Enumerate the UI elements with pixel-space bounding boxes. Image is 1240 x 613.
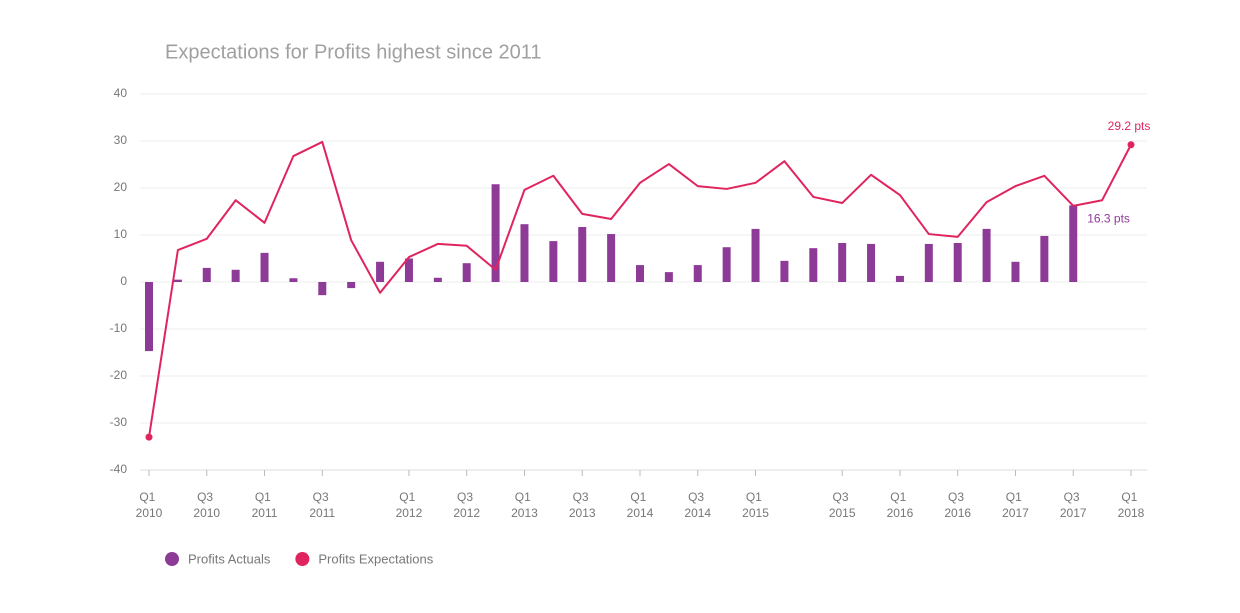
x-tick-label: Q3 2010 [193,490,220,520]
y-tick-label: 40 [114,86,128,100]
bar [202,267,211,282]
y-tick-label: -10 [110,321,128,335]
y-tick-label: -30 [110,415,128,429]
y-tick-label: 10 [114,227,128,241]
y-tick-label: 30 [114,133,128,147]
bar [1069,205,1078,282]
data-label: 16.3 pts [1087,212,1130,226]
bar [924,243,933,282]
legend-label: Profits Expectations [318,551,433,566]
legend-marker [165,552,179,566]
data-label: 29.2 pts [1108,119,1151,133]
bar [404,258,413,282]
x-tick-label: Q3 2013 [569,490,596,520]
x-tick-label: Q1 2010 [136,490,163,520]
bar [289,278,298,282]
legend-label: Profits Actuals [188,551,271,566]
bar [982,228,991,282]
bar [1040,235,1049,282]
bar [693,265,702,282]
chart-title: Expectations for Profits highest since 2… [165,41,542,63]
x-tick-label: Q1 2018 [1118,490,1145,520]
x-tick-label: Q3 2011 [309,490,335,520]
bar [578,227,587,282]
bar [751,228,760,282]
line-endpoint [145,433,153,441]
x-tick-label: Q3 2014 [684,490,711,520]
bar [780,260,789,282]
x-tick-label: Q1 2012 [396,490,423,520]
bar [895,275,904,282]
x-tick-label: Q1 2013 [511,490,538,520]
bar [722,247,731,282]
bar [145,282,153,352]
bar [462,263,471,282]
bar [520,224,529,282]
y-tick-label: 0 [120,274,127,288]
bar [636,265,644,282]
line-endpoint [1127,141,1135,149]
y-tick-label: -20 [110,368,128,382]
bar [318,282,327,296]
x-tick-label: Q1 2017 [1002,490,1029,520]
bar [838,242,847,282]
bar [433,277,442,282]
bar [347,282,356,289]
bar [953,242,962,282]
bar [491,184,500,282]
bar [376,261,385,282]
x-tick-label: Q3 2012 [453,490,480,520]
bar [664,272,673,282]
bar [867,243,876,282]
legend-marker [295,552,310,566]
y-tick-label: 20 [114,180,128,194]
x-tick-label: Q3 2015 [829,490,856,520]
x-tick-label: Q1 2016 [887,490,914,520]
bar [173,279,182,282]
x-tick-label: Q3 2017 [1060,490,1087,520]
x-tick-label: Q1 2015 [742,490,769,520]
bar [1011,261,1020,282]
x-tick-label: Q3 2016 [944,490,971,520]
x-tick-label: Q1 2011 [252,490,278,520]
bar [549,241,558,282]
bar [607,234,616,282]
y-tick-label: -40 [110,462,128,476]
x-tick-label: Q1 2014 [627,490,654,520]
bar [260,252,269,282]
bar [231,269,240,282]
line [148,140,1132,438]
bar [809,248,818,282]
